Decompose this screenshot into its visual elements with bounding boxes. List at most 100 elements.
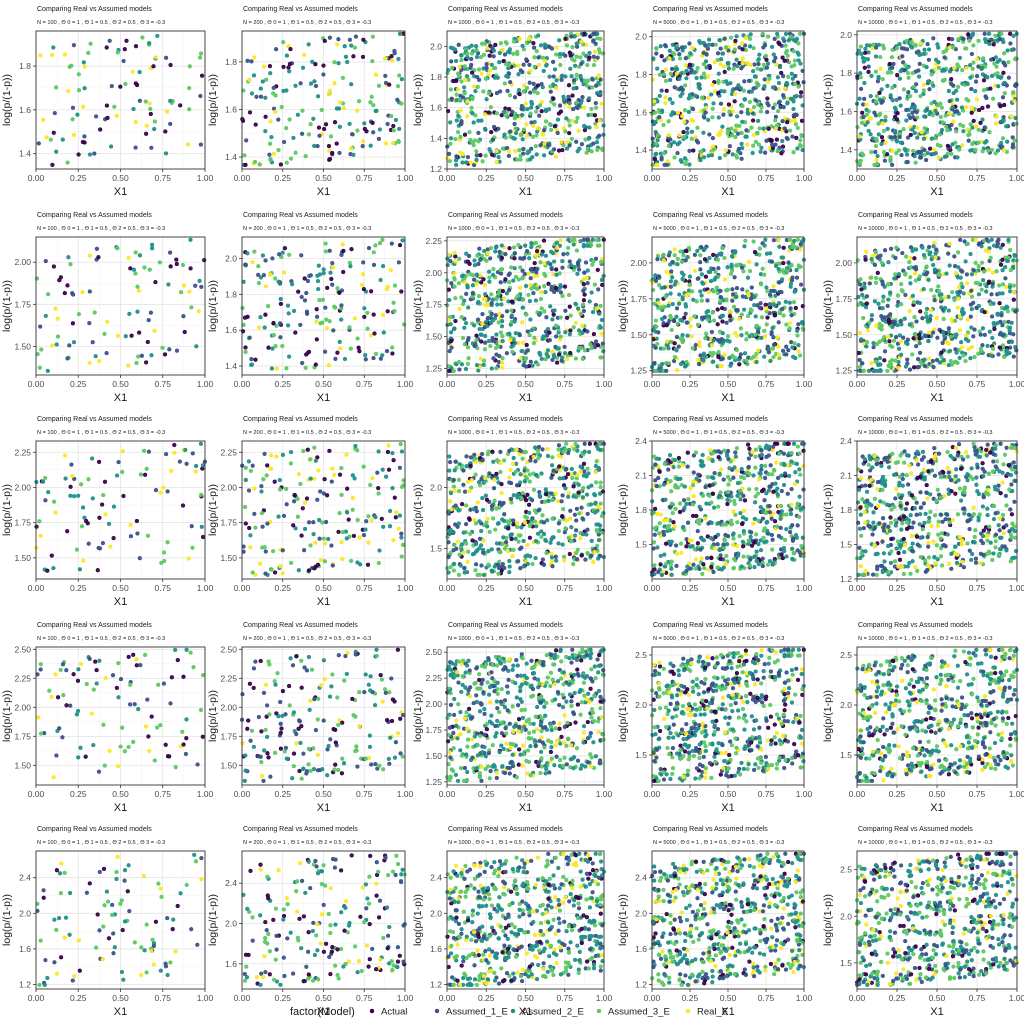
- data-point: [793, 288, 798, 294]
- data-point: [70, 473, 75, 479]
- data-point: [339, 303, 344, 308]
- data-point: [489, 129, 494, 135]
- data-point: [882, 248, 888, 253]
- data-point: [771, 342, 777, 347]
- data-point: [798, 138, 803, 143]
- data-point: [521, 89, 526, 94]
- data-point: [767, 292, 773, 297]
- data-point: [539, 109, 544, 114]
- data-point: [552, 289, 557, 295]
- x-tick-label: 0.75: [969, 173, 986, 183]
- data-point: [727, 339, 732, 344]
- data-point: [725, 265, 730, 270]
- data-point: [167, 347, 172, 352]
- data-point: [484, 61, 489, 67]
- data-point: [547, 330, 552, 335]
- data-point: [314, 337, 319, 342]
- data-point: [596, 80, 601, 86]
- data-point: [687, 92, 693, 98]
- data-point: [942, 55, 947, 60]
- data-point: [316, 263, 321, 268]
- data-point: [717, 251, 722, 257]
- data-point: [200, 534, 206, 540]
- y-tick-label: 1.25: [630, 366, 647, 376]
- data-point: [667, 48, 672, 53]
- data-point: [762, 354, 767, 359]
- data-point: [993, 55, 999, 60]
- data-point: [718, 46, 723, 51]
- data-point: [707, 132, 712, 137]
- data-point: [863, 46, 868, 51]
- data-point: [285, 303, 291, 308]
- data-point: [989, 57, 994, 62]
- data-point: [749, 285, 754, 290]
- data-point: [391, 128, 396, 133]
- data-point: [1012, 99, 1017, 104]
- data-point: [570, 93, 575, 98]
- data-point: [776, 237, 781, 242]
- data-point: [337, 290, 342, 295]
- data-point: [494, 160, 499, 165]
- data-point: [76, 88, 82, 93]
- data-point: [986, 280, 991, 286]
- data-point: [675, 262, 680, 267]
- data-point: [459, 295, 464, 300]
- data-point: [990, 96, 996, 101]
- data-point: [979, 287, 984, 292]
- data-point: [592, 31, 597, 36]
- data-point: [488, 256, 493, 261]
- data-point: [791, 113, 796, 118]
- data-point: [337, 150, 342, 156]
- data-point: [917, 341, 922, 346]
- data-point: [494, 148, 499, 154]
- data-point: [948, 358, 953, 364]
- data-point: [657, 368, 663, 374]
- y-axis-label: log(p/(1-p)): [412, 74, 424, 126]
- data-point: [247, 335, 252, 340]
- panel-subtitle: N = 5000 , Θ 0 = 1 , Θ 1 = 0.5 , Θ 2 = 0…: [653, 20, 784, 26]
- data-point: [1011, 90, 1016, 95]
- data-point: [892, 276, 897, 281]
- data-point: [772, 59, 777, 64]
- data-point: [952, 297, 957, 303]
- data-point: [324, 326, 329, 331]
- data-point: [792, 63, 797, 68]
- data-point: [681, 129, 686, 135]
- data-point: [571, 325, 576, 330]
- data-point: [971, 43, 976, 48]
- data-point: [887, 339, 892, 344]
- data-point: [548, 127, 554, 133]
- data-point: [737, 316, 742, 322]
- data-point: [70, 105, 76, 110]
- data-point: [75, 112, 80, 117]
- data-point: [888, 155, 893, 160]
- data-point: [930, 330, 936, 335]
- data-point: [463, 366, 469, 372]
- data-point: [873, 149, 878, 155]
- data-point: [676, 344, 681, 349]
- data-point: [493, 245, 499, 250]
- data-point: [470, 291, 475, 296]
- data-point: [997, 283, 1002, 288]
- data-point: [448, 87, 454, 92]
- data-point: [888, 290, 893, 295]
- data-point: [734, 308, 739, 313]
- data-point: [720, 124, 725, 129]
- data-point: [148, 310, 154, 315]
- data-point: [956, 296, 961, 301]
- data-point: [314, 319, 319, 324]
- data-point: [536, 33, 541, 38]
- data-point: [268, 157, 273, 162]
- data-point: [897, 333, 903, 338]
- data-point: [968, 251, 973, 257]
- data-point: [857, 282, 863, 287]
- data-point: [1009, 47, 1015, 53]
- data-point: [585, 237, 591, 242]
- data-point: [666, 119, 671, 124]
- data-point: [734, 285, 740, 291]
- data-point: [930, 113, 936, 118]
- data-point: [480, 311, 485, 317]
- data-point: [932, 240, 937, 246]
- data-point: [58, 275, 64, 280]
- data-point: [541, 153, 547, 158]
